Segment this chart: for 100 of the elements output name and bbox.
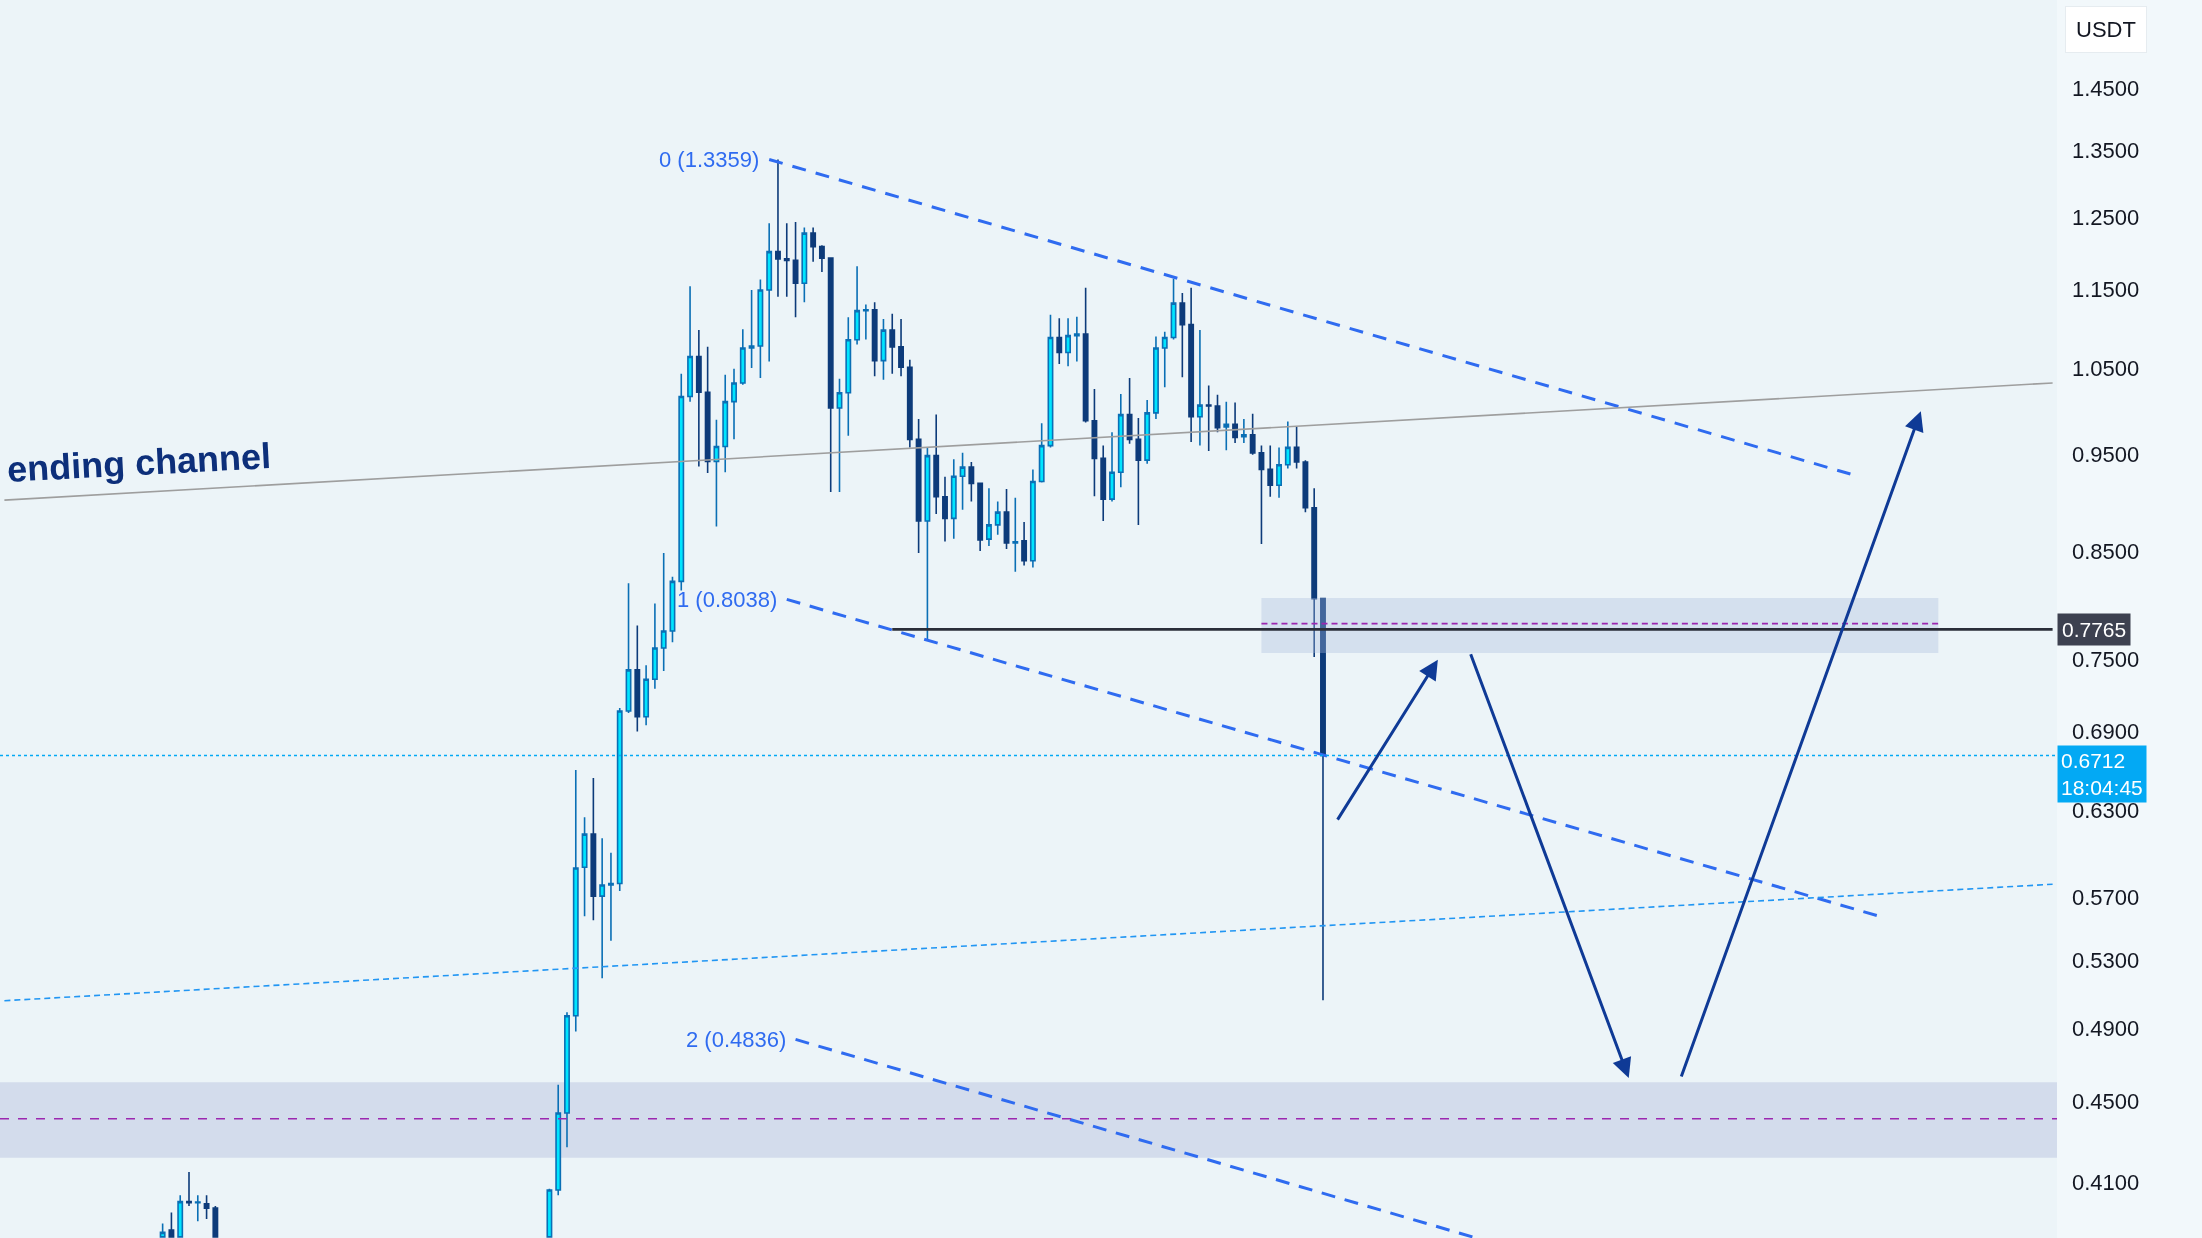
y-tick-label: 1.0500 bbox=[2072, 355, 2140, 381]
candlestick bbox=[845, 316, 852, 437]
candlestick bbox=[1232, 401, 1239, 444]
candlestick bbox=[177, 1194, 184, 1238]
candlestick bbox=[607, 851, 614, 942]
candlestick bbox=[1284, 420, 1291, 470]
candlestick bbox=[748, 289, 755, 369]
y-tick-label: 0.9500 bbox=[2072, 442, 2140, 468]
candlestick bbox=[1196, 329, 1203, 447]
candlestick bbox=[1320, 597, 1326, 1001]
series-label: 2 (0.4836) bbox=[686, 1027, 787, 1052]
candlestick bbox=[1293, 426, 1300, 470]
candlestick bbox=[1223, 400, 1230, 451]
y-tick-label: 0.4900 bbox=[2072, 1015, 2140, 1041]
candlestick bbox=[731, 368, 737, 441]
candlestick bbox=[194, 1194, 201, 1223]
candlestick bbox=[713, 419, 720, 528]
candlestick bbox=[1135, 417, 1142, 526]
candlestick bbox=[1170, 277, 1177, 341]
y-tick-label: 0.4100 bbox=[2072, 1170, 2140, 1196]
candlestick bbox=[704, 346, 711, 474]
candlestick bbox=[1161, 330, 1168, 388]
candlestick bbox=[827, 256, 834, 493]
candlestick bbox=[783, 222, 790, 298]
candlestick bbox=[678, 373, 685, 592]
y-tick-label: 1.4500 bbox=[2072, 76, 2140, 102]
series-label: ending channel bbox=[6, 435, 272, 490]
series-label: 0.7765 bbox=[2062, 618, 2127, 641]
candlestick bbox=[722, 373, 729, 473]
candlestick bbox=[1117, 393, 1124, 488]
candlestick bbox=[660, 552, 667, 672]
candlestick bbox=[977, 481, 984, 552]
candlestick bbox=[1029, 468, 1036, 569]
candlestick bbox=[854, 265, 861, 346]
candlestick bbox=[625, 582, 632, 714]
candlestick bbox=[1082, 286, 1089, 424]
candlestick bbox=[1240, 418, 1247, 444]
y-tick-label: 0.5300 bbox=[2072, 947, 2140, 973]
candlestick bbox=[906, 359, 913, 449]
candlestick bbox=[801, 226, 808, 303]
candlestick bbox=[168, 1211, 175, 1238]
candlestick bbox=[651, 602, 658, 690]
candlestick bbox=[1126, 377, 1133, 445]
candlestick bbox=[950, 458, 957, 540]
candlestick bbox=[959, 452, 966, 511]
candlestick bbox=[212, 1205, 219, 1238]
candlestick bbox=[1311, 487, 1318, 658]
candlestick bbox=[1179, 292, 1186, 378]
candlestick bbox=[203, 1194, 210, 1220]
candlestick bbox=[889, 312, 896, 375]
candlestick bbox=[1021, 521, 1028, 567]
candlestick bbox=[915, 418, 922, 554]
candlestick bbox=[933, 413, 940, 515]
candlestick bbox=[1267, 444, 1274, 498]
candlestick bbox=[994, 500, 1001, 536]
candlestick bbox=[871, 301, 878, 378]
candlestick bbox=[1153, 335, 1159, 420]
candlestick bbox=[634, 624, 641, 733]
candlestick bbox=[968, 461, 975, 503]
candlestick bbox=[581, 816, 588, 918]
y-tick-label: 0.5700 bbox=[2072, 884, 2140, 910]
y-tick-label: 0.7500 bbox=[2072, 647, 2140, 673]
y-tick-label: 0.8500 bbox=[2072, 538, 2140, 564]
candlestick bbox=[186, 1171, 192, 1207]
candlestick bbox=[1144, 399, 1151, 465]
candlestick bbox=[898, 318, 904, 378]
candlestick bbox=[1302, 459, 1309, 513]
candlestick bbox=[862, 303, 869, 341]
y-axis-title: USDT bbox=[2076, 17, 2136, 42]
candlestick bbox=[159, 1222, 166, 1238]
candlestick bbox=[1056, 317, 1063, 365]
candlestick bbox=[616, 707, 623, 892]
ref-line-label: 0.6712 18:04:45 bbox=[2061, 749, 2143, 800]
candlestick bbox=[1038, 422, 1045, 484]
candlestick bbox=[1205, 384, 1212, 452]
candlestick bbox=[1012, 496, 1019, 573]
y-tick-label: 0.6300 bbox=[2072, 798, 2140, 824]
candlestick bbox=[1100, 444, 1107, 522]
series-label: 0 (1.3359) bbox=[659, 147, 760, 172]
y-tick-label: 1.3500 bbox=[2072, 138, 2140, 164]
candlestick bbox=[1109, 431, 1115, 503]
candlestick bbox=[739, 328, 746, 386]
candlestick bbox=[695, 329, 702, 468]
candlestick bbox=[555, 1083, 562, 1196]
candlestick bbox=[1065, 317, 1072, 368]
candlestick bbox=[1091, 388, 1098, 498]
candlestick bbox=[985, 487, 992, 547]
candlestick bbox=[792, 221, 799, 318]
candlestick bbox=[810, 226, 817, 263]
y-tick-label: 0.4500 bbox=[2072, 1089, 2140, 1115]
candlestick bbox=[766, 222, 773, 363]
series-label: 1 (0.8038) bbox=[677, 587, 778, 612]
candlestick bbox=[1276, 446, 1282, 499]
y-tick-label: 1.1500 bbox=[2072, 276, 2140, 302]
candlestick bbox=[775, 158, 781, 298]
candlestick bbox=[564, 1011, 570, 1149]
candlestick bbox=[942, 476, 948, 543]
candlestick bbox=[590, 777, 597, 921]
candlestick bbox=[572, 769, 579, 1033]
candlestick bbox=[599, 837, 606, 980]
